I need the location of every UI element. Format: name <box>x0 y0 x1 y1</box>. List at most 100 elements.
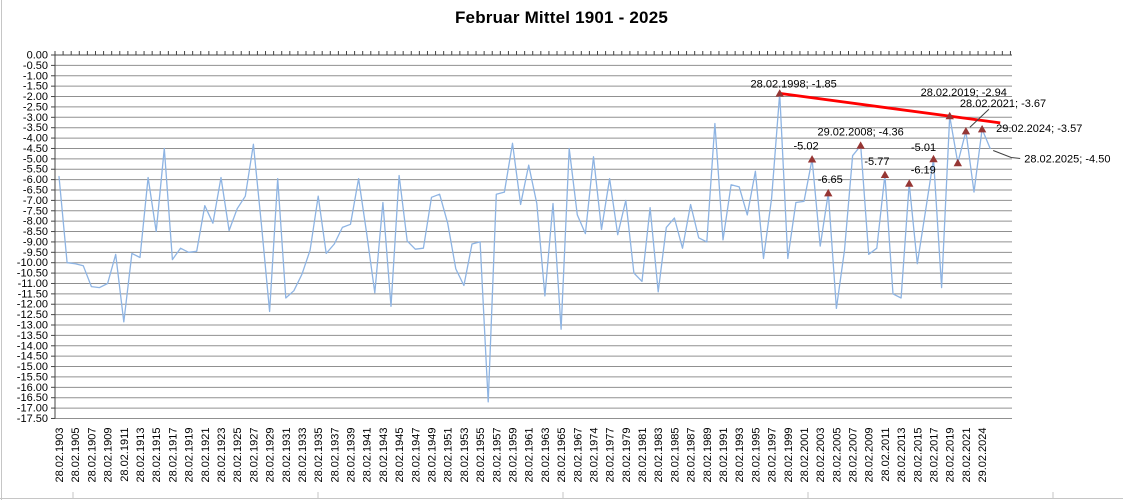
x-axis-label: 28.02.1997 <box>767 427 779 482</box>
y-axis-label: -11.00 <box>18 278 48 290</box>
y-axis-label: -8.00 <box>23 216 48 228</box>
marker-triangle <box>856 141 865 149</box>
x-axis-label: 28.02.1905 <box>70 427 82 482</box>
x-axis-label: 28.02.1927 <box>248 427 260 482</box>
x-axis-label: 28.02.1943 <box>378 427 390 482</box>
x-axis-label: 28.02.2015 <box>912 427 924 482</box>
x-axis-label: 28.02.1977 <box>605 427 617 482</box>
y-axis-label: -6.00 <box>23 174 48 186</box>
x-axis-label: 28.02.1947 <box>410 427 422 482</box>
x-axis-label: 28.02.1913 <box>135 427 147 482</box>
x-axis-label: 28.02.1909 <box>103 427 115 482</box>
x-axis-label: 28.02.1955 <box>475 427 487 482</box>
x-axis-label: 28.02.1979 <box>621 427 633 482</box>
y-axis-label: -3.00 <box>23 112 48 124</box>
y-axis-label: -1.00 <box>23 70 48 82</box>
x-axis-label: 28.02.1939 <box>346 427 358 482</box>
x-axis-label: 28.02.1987 <box>686 427 698 482</box>
x-axis-label: 28.02.1935 <box>313 427 325 482</box>
y-axis-label: -1.50 <box>23 81 48 93</box>
y-axis-label: -14.50 <box>17 351 48 363</box>
y-axis-label: -2.00 <box>23 91 48 103</box>
x-axis-label: 29.02.2024 <box>977 427 989 482</box>
x-axis-label: 28.02.1965 <box>556 427 568 482</box>
y-axis-label: 0.00 <box>27 50 48 62</box>
annotation-label: -5.01 <box>911 142 936 154</box>
x-axis-label: 28.02.1915 <box>151 427 163 482</box>
annotation-label: -6.19 <box>911 165 936 177</box>
y-axis-label: -9.00 <box>23 236 48 248</box>
y-axis-label: -15.50 <box>17 371 48 383</box>
y-axis-label: -17.50 <box>17 413 48 425</box>
y-axis-label: -4.00 <box>23 133 48 145</box>
x-axis-label: 28.02.1995 <box>750 427 762 482</box>
x-axis-label: 28.02.2013 <box>896 427 908 482</box>
annotation-label: 28.02.2019; -2.94 <box>921 87 1007 99</box>
y-axis-label: -0.50 <box>23 60 48 72</box>
marker-triangle <box>824 188 833 197</box>
x-axis-label: 28.02.1925 <box>232 427 244 482</box>
x-axis-label: 28.02.1991 <box>718 427 730 482</box>
marker-triangle <box>945 111 954 120</box>
x-axis-label: 28.02.1923 <box>216 427 228 482</box>
y-axis-label: -15.00 <box>17 361 48 373</box>
x-axis-label: 28.02.1993 <box>734 427 746 482</box>
x-axis-label: 28.02.1999 <box>783 427 795 482</box>
y-axis-label: -17.00 <box>17 403 48 415</box>
marker-triangle <box>775 89 784 97</box>
annotation-label: -5.77 <box>864 156 889 168</box>
x-axis-label: 28.02.2001 <box>799 427 811 482</box>
x-axis-label: 28.02.1951 <box>443 427 455 482</box>
x-axis-label: 28.02.1941 <box>362 427 374 482</box>
y-axis-label: -5.50 <box>23 164 48 176</box>
x-axis-label: 28.02.1919 <box>184 427 196 482</box>
marker-triangle <box>807 155 817 163</box>
leader-line <box>969 108 990 128</box>
x-axis-label: 28.02.1931 <box>281 427 293 482</box>
x-axis-label: 28.02.1981 <box>637 427 649 482</box>
x-axis-label: 28.02.1949 <box>427 427 439 482</box>
y-axis-label: -13.50 <box>17 330 48 342</box>
annotation-label: -5.02 <box>794 140 819 152</box>
annotation-label: -6.65 <box>818 174 843 186</box>
y-axis-label: -6.50 <box>23 185 48 197</box>
y-axis-label: -12.50 <box>17 309 48 321</box>
marker-triangle <box>953 158 963 167</box>
x-axis-label: 28.02.1957 <box>491 427 503 482</box>
y-axis-label: -13.00 <box>17 320 48 332</box>
x-axis-label: 28.02.1921 <box>200 427 212 482</box>
x-axis-label: 28.02.1959 <box>507 427 519 482</box>
x-axis-label: 28.02.2003 <box>815 427 827 482</box>
x-axis-label: 28.02.2011 <box>880 427 892 481</box>
x-axis-label: 28.02.1983 <box>653 427 665 482</box>
annotation-label: 28.02.2021; -3.67 <box>960 98 1046 110</box>
marker-triangle <box>905 179 914 187</box>
y-axis-label: -12.00 <box>17 299 48 311</box>
y-axis-label: -5.00 <box>23 153 48 165</box>
annotation-label: 28.02.1998; -1.85 <box>751 78 837 90</box>
marker-triangle <box>929 154 938 163</box>
temperature-line <box>58 92 991 403</box>
y-axis-label: -10.50 <box>17 268 48 280</box>
x-axis-label: 28.02.1903 <box>54 427 66 482</box>
trend-line <box>779 92 1001 125</box>
y-axis-label: -3.50 <box>23 122 48 134</box>
x-axis-label: 28.02.1945 <box>394 427 406 482</box>
x-axis-label: 28.02.2021 <box>961 427 973 482</box>
x-axis-label: 28.02.2009 <box>864 427 876 482</box>
x-axis-label: 28.02.2019 <box>945 427 957 482</box>
y-axis-label: -8.50 <box>23 226 48 238</box>
marker-triangle <box>961 127 971 135</box>
annotation-label: 29.02.2008; -4.36 <box>818 127 904 139</box>
x-axis-label: 28.02.1907 <box>86 427 98 482</box>
marker-triangle <box>880 170 890 179</box>
x-axis-label: 28.02.1961 <box>524 427 536 482</box>
x-axis-label: 28.02.1985 <box>669 427 681 482</box>
x-axis-label: 28.02.1933 <box>297 427 309 482</box>
x-axis-label: 28.02.1911 <box>119 427 131 481</box>
y-axis-label: -11.50 <box>18 288 48 300</box>
x-axis-label: 28.02.1974 <box>588 427 600 482</box>
y-axis-label: -9.50 <box>23 247 48 259</box>
x-axis-label: 28.02.1953 <box>459 427 471 482</box>
